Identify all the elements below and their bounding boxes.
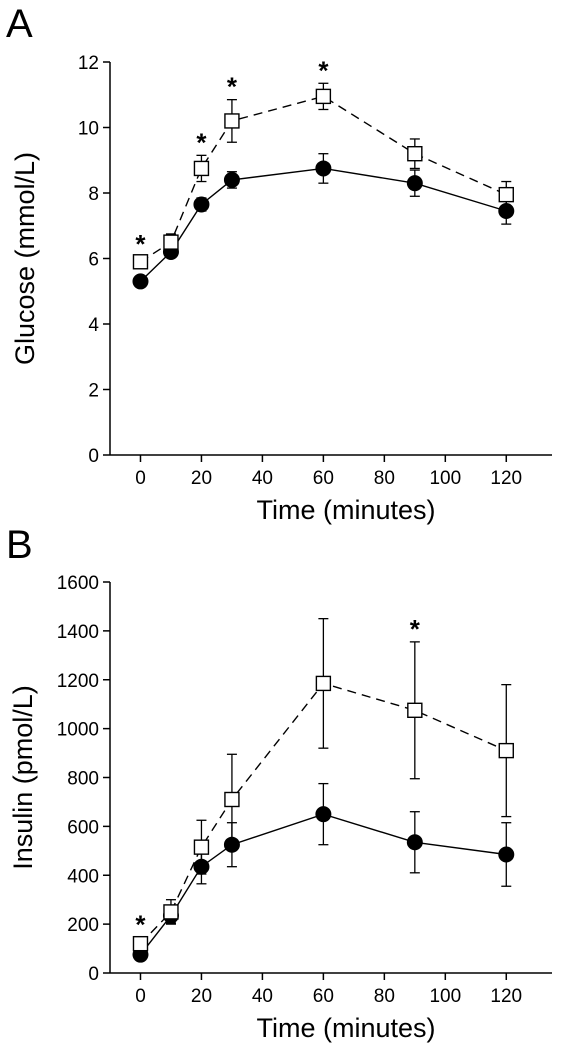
- significance-star: *: [410, 614, 421, 644]
- x-tick-label: 20: [191, 986, 212, 1007]
- significance-star: *: [135, 229, 146, 259]
- open-square-point: [315, 675, 332, 692]
- x-tick-label: 120: [490, 468, 522, 489]
- filled-circle-point: [406, 834, 423, 851]
- y-tick-label: 0: [88, 446, 99, 467]
- open-square-point: [193, 160, 210, 177]
- y-tick-label: 1400: [57, 622, 99, 643]
- y-tick-label: 6: [88, 250, 99, 271]
- open-square-point: [132, 935, 149, 952]
- open-square-point: [407, 702, 423, 718]
- x-tick-label: 100: [429, 468, 461, 489]
- open-square-point: [407, 145, 423, 162]
- filled-circle-point: [132, 273, 149, 290]
- y-tick-label: 2: [88, 381, 99, 402]
- y-tick-label: 200: [67, 915, 99, 936]
- significance-star: *: [135, 910, 146, 940]
- significance-star: *: [196, 127, 207, 157]
- y-tick-label: 4: [88, 315, 99, 336]
- x-axis-title: Time (minutes): [256, 495, 435, 525]
- panel-label-b: B: [6, 523, 33, 567]
- x-tick-label: 80: [374, 468, 395, 489]
- y-axis-title: Glucose (mmol/L): [10, 152, 40, 365]
- y-tick-label: 600: [67, 817, 99, 838]
- y-tick-label: 10: [78, 119, 99, 140]
- x-tick-label: 0: [135, 468, 146, 489]
- x-tick-label: 0: [135, 986, 146, 1007]
- filled-circle-point: [498, 846, 515, 863]
- filled-circle-point: [315, 806, 332, 823]
- y-tick-label: 12: [78, 53, 99, 74]
- insulin-chart: 0 200 400 600 800 1000 1200 1400 1600 0 20 40 60 80 10…: [8, 573, 552, 1043]
- y-tick-label: 1200: [57, 671, 99, 692]
- y-axis-title: Insulin (pmol/L): [8, 685, 38, 870]
- y-tick-label: 1600: [57, 573, 99, 594]
- open-square-point: [224, 113, 240, 129]
- filled-circle-point: [223, 171, 240, 188]
- open-square-point: [132, 254, 149, 270]
- filled-circle-point: [315, 160, 332, 177]
- open-square-point: [163, 904, 179, 920]
- open-square-point: [163, 234, 179, 250]
- y-tick-label: 8: [88, 184, 99, 205]
- y-tick-label: 400: [67, 866, 99, 887]
- x-tick-label: 60: [313, 986, 334, 1007]
- x-tick-label: 20: [191, 468, 212, 489]
- significance-star: *: [227, 72, 238, 102]
- open-square-point: [498, 742, 514, 759]
- x-tick-label: 80: [374, 986, 395, 1007]
- x-tick-label: 60: [313, 468, 334, 489]
- x-axis-title: Time (minutes): [256, 1013, 435, 1043]
- filled-circle-point: [193, 196, 210, 213]
- filled-circle-point: [406, 175, 423, 192]
- x-tick-label: 40: [252, 468, 273, 489]
- open-square-point: [498, 186, 514, 203]
- x-tick-label: 120: [490, 986, 522, 1007]
- open-square-point: [315, 88, 332, 105]
- y-tick-label: 0: [88, 964, 99, 985]
- x-tick-label: 100: [429, 986, 461, 1007]
- significance-star: *: [318, 55, 329, 85]
- filled-circle-series-line: [140, 167, 507, 282]
- open-square-point: [224, 791, 240, 808]
- x-tick-label: 40: [252, 986, 273, 1007]
- open-square-point: [193, 839, 210, 855]
- y-tick-label: 800: [67, 769, 99, 790]
- y-tick-label: 1000: [57, 720, 99, 741]
- panel-label-a: A: [6, 2, 33, 46]
